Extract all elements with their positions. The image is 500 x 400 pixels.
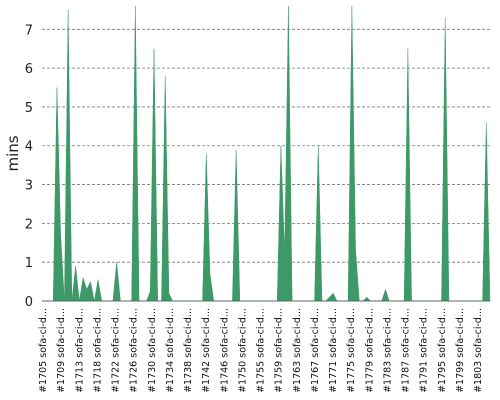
x-tick-label: #1750 sofa-ci-d... bbox=[237, 308, 248, 393]
x-tick-label: #1775 sofa-ci-d... bbox=[346, 308, 357, 393]
x-tick-label: #1759 sofa-ci-d... bbox=[274, 308, 285, 393]
y-axis-label: mins bbox=[4, 135, 22, 171]
x-tick-label: #1787 sofa-ci-d... bbox=[401, 308, 412, 393]
area-fill bbox=[42, 5, 491, 302]
y-tick-label: 6 bbox=[25, 62, 33, 77]
x-tick-label: #1718 sofa-ci-d... bbox=[92, 308, 103, 393]
y-tick-label: 5 bbox=[25, 101, 33, 116]
x-tick-label: #1791 sofa-ci-d... bbox=[419, 308, 430, 393]
y-tick-label: 1 bbox=[25, 256, 33, 271]
x-tick-label: #1755 sofa-ci-d... bbox=[256, 308, 267, 393]
y-tick-label: 3 bbox=[25, 179, 33, 194]
x-tick-label: #1763 sofa-ci-d... bbox=[292, 308, 303, 393]
y-tick-label: 7 bbox=[25, 23, 33, 38]
x-tick-label: #1783 sofa-ci-d... bbox=[382, 308, 393, 393]
x-tick-label: #1803 sofa-ci-d... bbox=[473, 308, 484, 393]
x-tick-label: #1730 sofa-ci-d... bbox=[147, 308, 158, 393]
y-tick-labels: 0 1 2 3 4 5 6 7 bbox=[25, 23, 33, 310]
x-tick-label: #1795 sofa-ci-d... bbox=[437, 308, 448, 393]
x-tick-label: #1746 sofa-ci-d... bbox=[219, 308, 230, 393]
x-tick-label: #1713 sofa-ci-d... bbox=[74, 308, 85, 393]
x-tick-label: #1722 sofa-ci-d... bbox=[111, 308, 122, 393]
x-tick-label: #1734 sofa-ci-d... bbox=[165, 308, 176, 393]
x-tick-label: #1726 sofa-ci-d... bbox=[129, 308, 140, 393]
x-tick-label: #1767 sofa-ci-d... bbox=[310, 308, 321, 393]
x-tick-label: #1709 sofa-ci-d... bbox=[56, 308, 67, 393]
y-tick-label: 2 bbox=[25, 217, 33, 232]
x-tick-label: #1742 sofa-ci-d... bbox=[201, 308, 212, 393]
area-series bbox=[42, 5, 491, 302]
x-tick-label: #1779 sofa-ci-d... bbox=[364, 308, 375, 393]
x-tick-label: #1799 sofa-ci-d... bbox=[455, 308, 466, 393]
y-tick-label: 0 bbox=[25, 295, 33, 310]
x-tick-labels: #1705 sofa-ci-d... #1709 sofa-ci-d... #171… bbox=[38, 308, 484, 393]
x-tick-label: #1771 sofa-ci-d... bbox=[328, 308, 339, 393]
x-tick-label: #1738 sofa-ci-d... bbox=[183, 308, 194, 393]
y-tick-label: 4 bbox=[25, 140, 33, 155]
x-tick-label: #1705 sofa-ci-d... bbox=[38, 308, 49, 393]
gridlines bbox=[42, 28, 490, 263]
